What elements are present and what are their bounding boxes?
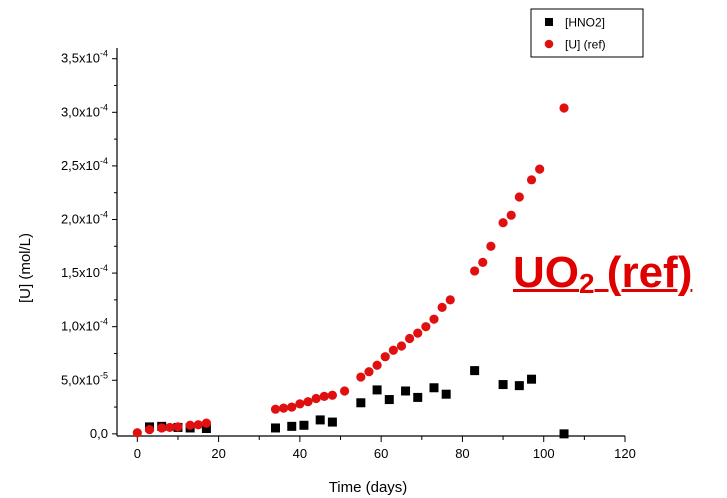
data-point-circle bbox=[303, 397, 313, 407]
y-tick-label: 1,5x10-4 bbox=[61, 263, 108, 280]
data-point-circle bbox=[535, 164, 545, 174]
data-point-circle bbox=[372, 360, 382, 370]
data-point-circle bbox=[421, 322, 431, 332]
data-point-square bbox=[514, 381, 524, 391]
data-point-square bbox=[270, 423, 280, 433]
y-tick-label: 2,0x10-4 bbox=[61, 209, 108, 226]
x-tick-label: 60 bbox=[374, 446, 388, 461]
x-tick-label: 100 bbox=[533, 446, 555, 461]
data-point-circle bbox=[498, 218, 508, 228]
x-tick-label: 0 bbox=[134, 446, 141, 461]
data-point-square bbox=[559, 429, 569, 439]
data-point-circle bbox=[339, 386, 350, 396]
data-point-square bbox=[372, 385, 382, 395]
data-point-circle bbox=[144, 424, 155, 435]
x-axis-title: Time (days) bbox=[329, 479, 408, 496]
data-point-circle bbox=[193, 420, 203, 430]
data-point-circle bbox=[157, 423, 167, 433]
data-point-circle bbox=[356, 372, 366, 382]
data-point-square bbox=[287, 421, 297, 431]
data-point-square bbox=[527, 374, 537, 384]
data-point-square bbox=[441, 389, 451, 399]
data-point-square bbox=[299, 420, 309, 430]
annotation-rest-text: (ref) bbox=[594, 248, 693, 297]
data-point-square bbox=[356, 398, 366, 408]
data-point-circle bbox=[270, 404, 281, 414]
data-point-circle bbox=[185, 420, 195, 430]
data-point-circle bbox=[295, 399, 305, 409]
legend-label: [HNO2] bbox=[565, 16, 605, 30]
y-tick-label: 5,0x10-5 bbox=[61, 370, 108, 387]
data-point-circle bbox=[429, 314, 439, 324]
data-point-square bbox=[498, 380, 508, 390]
data-point-circle bbox=[364, 367, 374, 377]
legend-marker-circle bbox=[544, 39, 554, 49]
series-u-ref bbox=[132, 103, 569, 438]
data-point-circle bbox=[559, 103, 569, 113]
data-point-circle bbox=[514, 192, 524, 202]
legend-label: [U] (ref) bbox=[565, 38, 606, 52]
y-tick-label: 0,0 bbox=[90, 426, 108, 441]
legend: [HNO2] [U] (ref) bbox=[530, 8, 644, 58]
data-point-circle bbox=[173, 422, 183, 432]
plot-axes bbox=[116, 48, 625, 437]
data-point-circle bbox=[405, 333, 415, 344]
y-tick-label: 1,0x10-4 bbox=[61, 317, 108, 334]
data-point-circle bbox=[526, 175, 537, 185]
data-point-circle bbox=[470, 266, 480, 276]
data-point-square bbox=[470, 366, 480, 376]
x-tick-label: 40 bbox=[293, 446, 307, 461]
x-axis-ticks: 0 20 40 60 80 100 120 bbox=[134, 436, 636, 461]
data-point-circle bbox=[279, 403, 289, 413]
data-point-circle bbox=[478, 257, 488, 267]
data-point-circle bbox=[445, 295, 455, 305]
data-point-circle bbox=[506, 210, 516, 220]
data-point-square bbox=[384, 395, 394, 405]
x-tick-label: 120 bbox=[614, 446, 636, 461]
data-point-circle bbox=[388, 345, 398, 355]
data-point-square bbox=[327, 417, 337, 427]
data-point-circle bbox=[201, 418, 212, 428]
data-series bbox=[132, 103, 569, 439]
annotation-subscript: 2 bbox=[579, 268, 595, 299]
y-tick-label: 3,0x10-4 bbox=[61, 102, 108, 119]
y-axis-ticks: 0,0 5,0x10-5 1,0x10-4 1,5x10-4 2,0x10-4 2,5x1… bbox=[61, 49, 117, 441]
data-point-circle bbox=[287, 402, 297, 412]
data-point-square bbox=[413, 392, 423, 402]
x-tick-label: 80 bbox=[455, 446, 469, 461]
data-point-circle bbox=[319, 391, 329, 401]
data-point-circle bbox=[486, 241, 496, 251]
data-point-circle bbox=[380, 352, 390, 362]
data-point-circle bbox=[396, 341, 407, 351]
y-axis-title: [U] (mol/L) bbox=[17, 233, 34, 303]
data-point-square bbox=[315, 415, 325, 425]
uo2-ref-annotation: UO2 (ref) bbox=[513, 251, 692, 298]
data-point-square bbox=[401, 386, 411, 396]
data-point-square bbox=[201, 423, 211, 433]
x-tick-label: 20 bbox=[211, 446, 225, 461]
legend-box bbox=[530, 8, 644, 58]
annotation-main-text: UO bbox=[513, 248, 579, 297]
data-point-circle bbox=[165, 422, 175, 433]
data-point-circle bbox=[437, 302, 447, 312]
y-tick-label: 3,5x10-4 bbox=[61, 49, 108, 66]
y-tick-label: 2,5x10-4 bbox=[61, 156, 108, 173]
legend-marker-square bbox=[545, 18, 553, 26]
data-point-circle bbox=[413, 328, 423, 338]
data-point-circle bbox=[311, 393, 321, 404]
data-point-square bbox=[429, 383, 439, 393]
data-point-circle bbox=[132, 428, 142, 438]
data-point-circle bbox=[327, 390, 337, 400]
